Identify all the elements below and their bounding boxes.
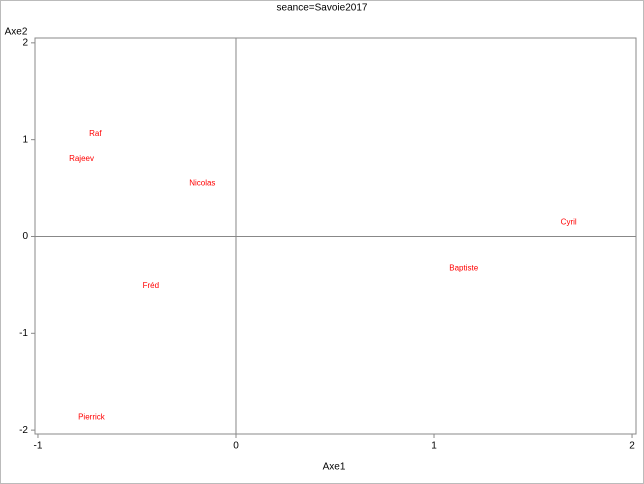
point-label: Fréd xyxy=(143,281,159,290)
point-label: Baptiste xyxy=(449,264,478,273)
y-tick-label: -2 xyxy=(19,425,28,436)
y-tick-label: 0 xyxy=(22,231,28,242)
point-label: Nicolas xyxy=(189,178,215,187)
x-tick-label: -1 xyxy=(34,441,43,452)
y-tick-label: 1 xyxy=(22,134,28,145)
point-label: Rajeev xyxy=(69,154,94,163)
chart-title: seance=Savoie2017 xyxy=(277,3,368,14)
x-tick-label: 2 xyxy=(629,441,635,452)
point-label: Pierrick xyxy=(78,413,106,422)
y-tick-label: 2 xyxy=(22,37,28,48)
y-tick-label: -1 xyxy=(19,328,28,339)
point-label: Raf xyxy=(89,129,102,138)
point-label: Cyril xyxy=(561,218,577,227)
x-axis-label: Axe1 xyxy=(323,462,346,473)
y-axis-label: Axe2 xyxy=(5,27,28,38)
x-tick-label: 0 xyxy=(233,441,239,452)
x-tick-label: 1 xyxy=(431,441,437,452)
